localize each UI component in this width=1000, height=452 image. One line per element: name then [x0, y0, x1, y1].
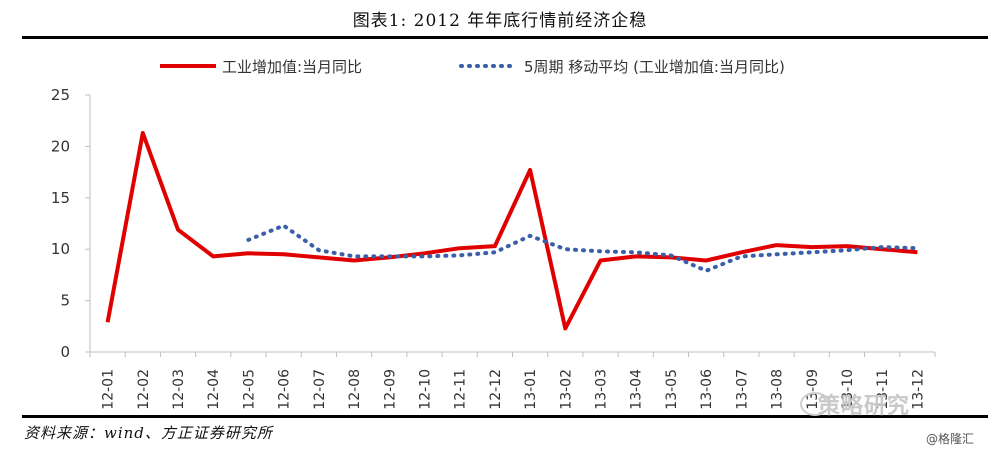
x-tick-label: 13-02	[558, 369, 574, 410]
legend: 工业增加值:当月同比 5周期 移动平均 (工业增加值:当月同比)	[160, 58, 785, 76]
x-tick-label: 13-07	[734, 369, 750, 410]
y-tick-label: 20	[51, 137, 70, 155]
figure-title: 图表1: 2012 年年底行情前经济企稳	[352, 11, 648, 31]
top-rule	[22, 36, 988, 39]
x-tick-label: 13-08	[770, 369, 786, 410]
bottom-rule	[22, 415, 988, 418]
y-tick-label: 5	[60, 292, 70, 310]
x-tick-label: 13-05	[664, 369, 680, 410]
x-tick-label: 13-01	[523, 369, 539, 410]
x-tick-label: 12-04	[206, 369, 222, 410]
x-tick-label: 12-02	[136, 369, 152, 410]
y-tick-label: 10	[51, 240, 70, 258]
series-line-1	[105, 131, 918, 331]
y-tick-label: 25	[51, 86, 70, 104]
x-tick-label: 12-06	[277, 369, 293, 410]
x-tick-label: 13-11	[875, 369, 891, 410]
x-tick-label: 13-03	[594, 369, 610, 410]
x-tick-label: 13-10	[840, 369, 856, 410]
x-tick-label: 12-03	[171, 369, 187, 410]
x-tick-label: 12-05	[241, 369, 257, 410]
x-tick-label: 12-10	[417, 369, 433, 410]
source-note: 资料来源：wind、方正证券研究所	[24, 424, 273, 442]
watermark: 策略研究	[818, 394, 911, 419]
series-line-2	[246, 223, 920, 273]
x-tick-label: 12-09	[382, 369, 398, 410]
x-tick-label: 12-11	[453, 369, 469, 410]
x-tick-label: 12-08	[347, 369, 363, 410]
wechat-logo-icon	[800, 392, 830, 416]
x-tick-label: 13-04	[629, 369, 645, 410]
credit: @格隆汇	[926, 432, 975, 446]
y-tick-label: 0	[60, 343, 70, 361]
legend-label-series-1: 工业增加值:当月同比	[222, 58, 362, 76]
x-tick-label: 12-07	[312, 369, 328, 410]
x-tick-label: 13-06	[699, 369, 715, 410]
x-tick-label: 12-12	[488, 369, 504, 410]
x-tick-label: 12-01	[101, 369, 117, 410]
legend-label-series-2: 5周期 移动平均 (工业增加值:当月同比)	[524, 58, 785, 76]
x-tick-label: 13-12	[910, 369, 926, 410]
y-tick-label: 15	[51, 189, 70, 207]
